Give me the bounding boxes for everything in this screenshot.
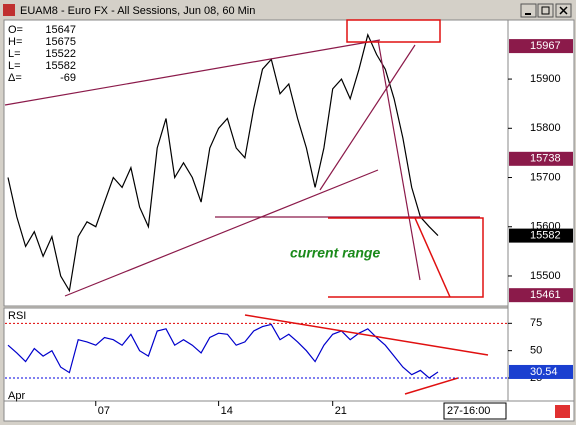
level-label: 30.54	[530, 366, 558, 378]
level-box	[509, 228, 573, 243]
series-line	[7, 32, 439, 293]
maximize-button[interactable]	[537, 3, 554, 18]
app-icon	[3, 4, 15, 16]
x-tick-label: 14	[221, 405, 233, 417]
minimize-button[interactable]	[520, 3, 537, 18]
trendlines	[4, 19, 489, 395]
x-tick-label: Apr	[8, 390, 25, 402]
y-tick-label: 15900	[530, 73, 561, 85]
rsi-trendline	[404, 377, 459, 395]
maximize-glyph	[541, 6, 550, 15]
y-tick-label: 15700	[530, 171, 561, 183]
close-glyph	[559, 6, 568, 15]
info-value: -69	[60, 72, 76, 84]
corner-icon	[555, 405, 570, 418]
info-label: Δ=	[8, 72, 22, 84]
window-buttons[interactable]	[520, 3, 572, 18]
info-label: L=	[8, 48, 21, 60]
annotation: current range	[290, 245, 380, 261]
level-box	[509, 39, 573, 54]
y-tick-label: 15800	[530, 122, 561, 134]
y-tick-label: 75	[530, 317, 542, 329]
top-box	[346, 19, 441, 43]
trendline	[414, 217, 451, 298]
y-tick-label: 50	[530, 345, 542, 357]
level-label: 15967	[530, 40, 561, 52]
info-box	[5, 21, 81, 89]
rsi-trendline	[244, 314, 489, 356]
range-box	[328, 217, 484, 298]
x-tick-label: 27-16:00	[447, 405, 490, 417]
time-axis	[3, 400, 575, 422]
trendline	[319, 44, 416, 191]
info-value: 15522	[45, 48, 76, 60]
x-tick-label: 21	[335, 405, 347, 417]
info-label: L=	[8, 60, 21, 72]
trendline	[377, 39, 421, 281]
title-bar	[0, 0, 576, 20]
level-label: 15461	[530, 289, 561, 301]
level-box	[509, 364, 573, 379]
info-panel: O= 15647 H= 15675 L= 15522 L= 15582 Δ= -69	[8, 24, 76, 84]
info-label: O=	[8, 24, 23, 36]
marks: 1550015600157001580015900159671573815582…	[5, 32, 573, 420]
info-value: 15582	[45, 60, 76, 72]
level-box	[509, 288, 573, 303]
level-label: 15738	[530, 153, 561, 165]
x-tick-label: 07	[98, 405, 110, 417]
level-label: 15582	[530, 230, 561, 242]
level-box	[509, 151, 573, 166]
trendline	[4, 39, 381, 106]
rsi-pane	[3, 307, 509, 402]
window-title: EUAM8 - Euro FX - All Sessions, Jun 08, …	[20, 5, 255, 17]
y-tick-label: 15500	[530, 270, 561, 282]
series-line	[7, 323, 439, 379]
pane-title: RSI	[8, 310, 26, 322]
cursor-box	[443, 402, 507, 420]
trendline	[64, 169, 379, 297]
info-value: 15647	[45, 24, 76, 36]
info-value: 15675	[45, 36, 76, 48]
info-label: H=	[8, 36, 22, 48]
